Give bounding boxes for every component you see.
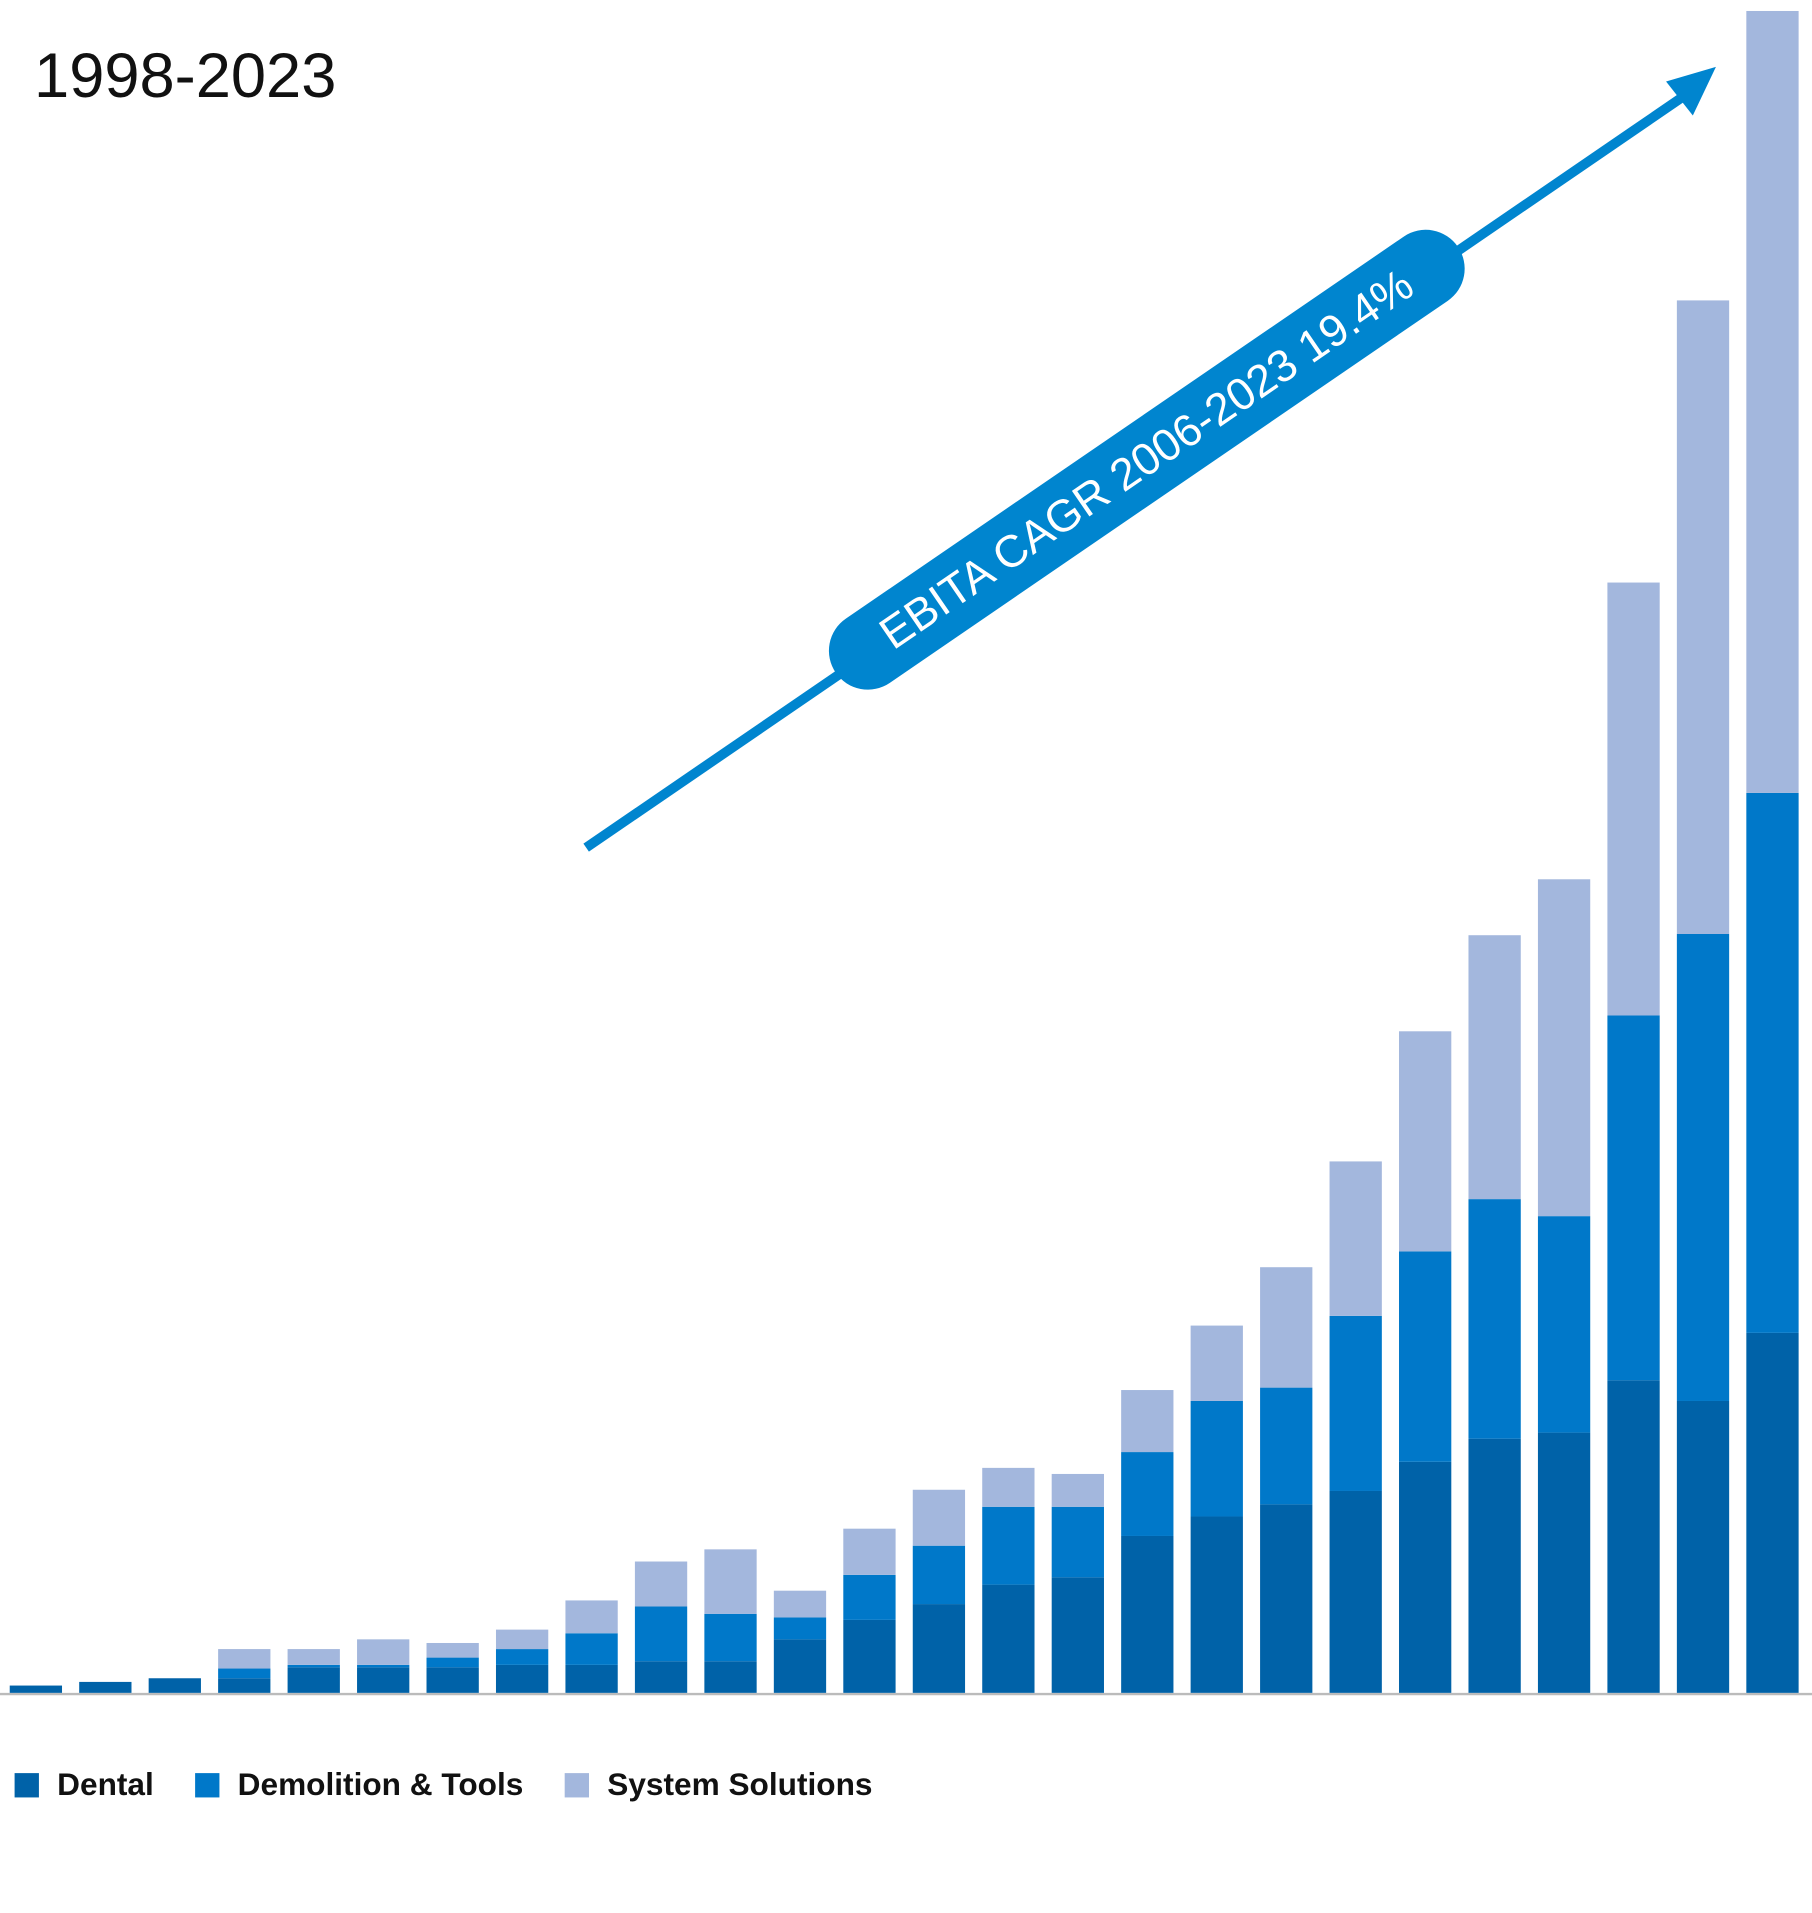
bar-segment — [912, 1489, 966, 1546]
bar-segment — [218, 1678, 271, 1693]
bar-segment — [1190, 1516, 1243, 1693]
bar-segment — [565, 1600, 618, 1634]
bar-segment — [1399, 1251, 1452, 1462]
bar-segment — [287, 1664, 340, 1668]
growth-arrow: EBITA CAGR 2006-2023 19.4% — [583, 66, 1716, 852]
bar-segment — [704, 1661, 757, 1693]
bar-segment — [912, 1545, 966, 1605]
bar-segment — [357, 1664, 410, 1668]
bar-segment — [495, 1664, 549, 1693]
pill — [828, 229, 1465, 690]
bar-segment — [1746, 792, 1799, 1333]
legend-swatch — [564, 1773, 590, 1798]
bar-segment — [495, 1649, 549, 1665]
bar-segment — [704, 1549, 757, 1614]
bar-segment — [357, 1667, 410, 1693]
bar-segment — [1676, 300, 1730, 935]
bar-segment — [1676, 1400, 1730, 1693]
bar-segment — [1399, 1031, 1452, 1252]
bar-segment — [843, 1528, 896, 1575]
bar-segment — [773, 1639, 827, 1693]
bar-segment — [1051, 1577, 1104, 1693]
bar-segment — [982, 1467, 1035, 1507]
bar-segment — [1537, 1216, 1591, 1433]
arrow-head — [1666, 66, 1716, 116]
chart-title: 1998-2023 — [34, 41, 336, 111]
legend-label: Demolition & Tools — [238, 1766, 524, 1802]
bar-segment — [704, 1613, 757, 1662]
bar-segment — [1329, 1490, 1382, 1693]
bar-segment — [1190, 1400, 1243, 1517]
bar-segment — [565, 1664, 618, 1693]
bar-segment — [1051, 1473, 1104, 1507]
bar-segment — [218, 1668, 271, 1679]
bar-segment — [773, 1590, 827, 1618]
legend-label: Dental — [57, 1766, 154, 1802]
bar-segment — [1676, 934, 1730, 1401]
bar-segment — [1537, 1432, 1591, 1693]
bar-segment — [634, 1561, 688, 1607]
bar-segment — [79, 1681, 132, 1693]
legend-swatch — [195, 1773, 220, 1798]
bar-segment — [1121, 1452, 1174, 1536]
bar-segment — [1121, 1390, 1174, 1453]
bar-segment — [9, 1685, 63, 1693]
bar-segment — [982, 1506, 1035, 1585]
annotation: EBITA CAGR 2006-2023 19.4% — [870, 259, 1422, 659]
bar-segment — [1537, 879, 1591, 1217]
bar-segment — [1607, 582, 1660, 1016]
annotation-pill: EBITA CAGR 2006-2023 19.4% — [828, 229, 1465, 690]
bar-segment — [634, 1661, 688, 1693]
bar-segment — [634, 1606, 688, 1662]
legend-label: System Solutions — [607, 1766, 872, 1802]
bar-segment — [1260, 1504, 1313, 1693]
bar-segment — [1329, 1161, 1382, 1316]
bar-segment — [1607, 1015, 1660, 1381]
bar-segment — [1607, 1380, 1660, 1693]
bar-segment — [565, 1633, 618, 1665]
bar-segment — [1121, 1535, 1174, 1693]
bar-segment — [843, 1619, 896, 1693]
bar-segment — [1746, 1332, 1799, 1693]
bar-segment — [357, 1639, 410, 1665]
bar-segment — [912, 1604, 966, 1693]
bar-segment — [1468, 1199, 1521, 1439]
bar-segment — [495, 1629, 549, 1650]
bar-segment — [1468, 935, 1521, 1200]
bar-segment — [773, 1617, 827, 1640]
bar-segment — [148, 1678, 201, 1693]
bar-segment — [1399, 1461, 1452, 1693]
bar-segment — [843, 1574, 896, 1620]
bar-segment — [1746, 10, 1799, 793]
bar-segment — [426, 1657, 479, 1668]
bar-segment — [426, 1642, 479, 1658]
bar-segment — [1468, 1438, 1521, 1693]
bar-segment — [1260, 1387, 1313, 1505]
bar-segment — [426, 1667, 479, 1693]
bar-segment — [1329, 1315, 1382, 1491]
bar-segment — [982, 1584, 1035, 1693]
bar-segment — [218, 1649, 271, 1669]
bar-segment — [1051, 1506, 1104, 1578]
bar-segment — [1260, 1267, 1313, 1388]
bar-segment — [287, 1667, 340, 1693]
legend-swatch — [14, 1773, 39, 1798]
bar-segment — [287, 1649, 340, 1665]
bar-segment — [1190, 1325, 1243, 1401]
